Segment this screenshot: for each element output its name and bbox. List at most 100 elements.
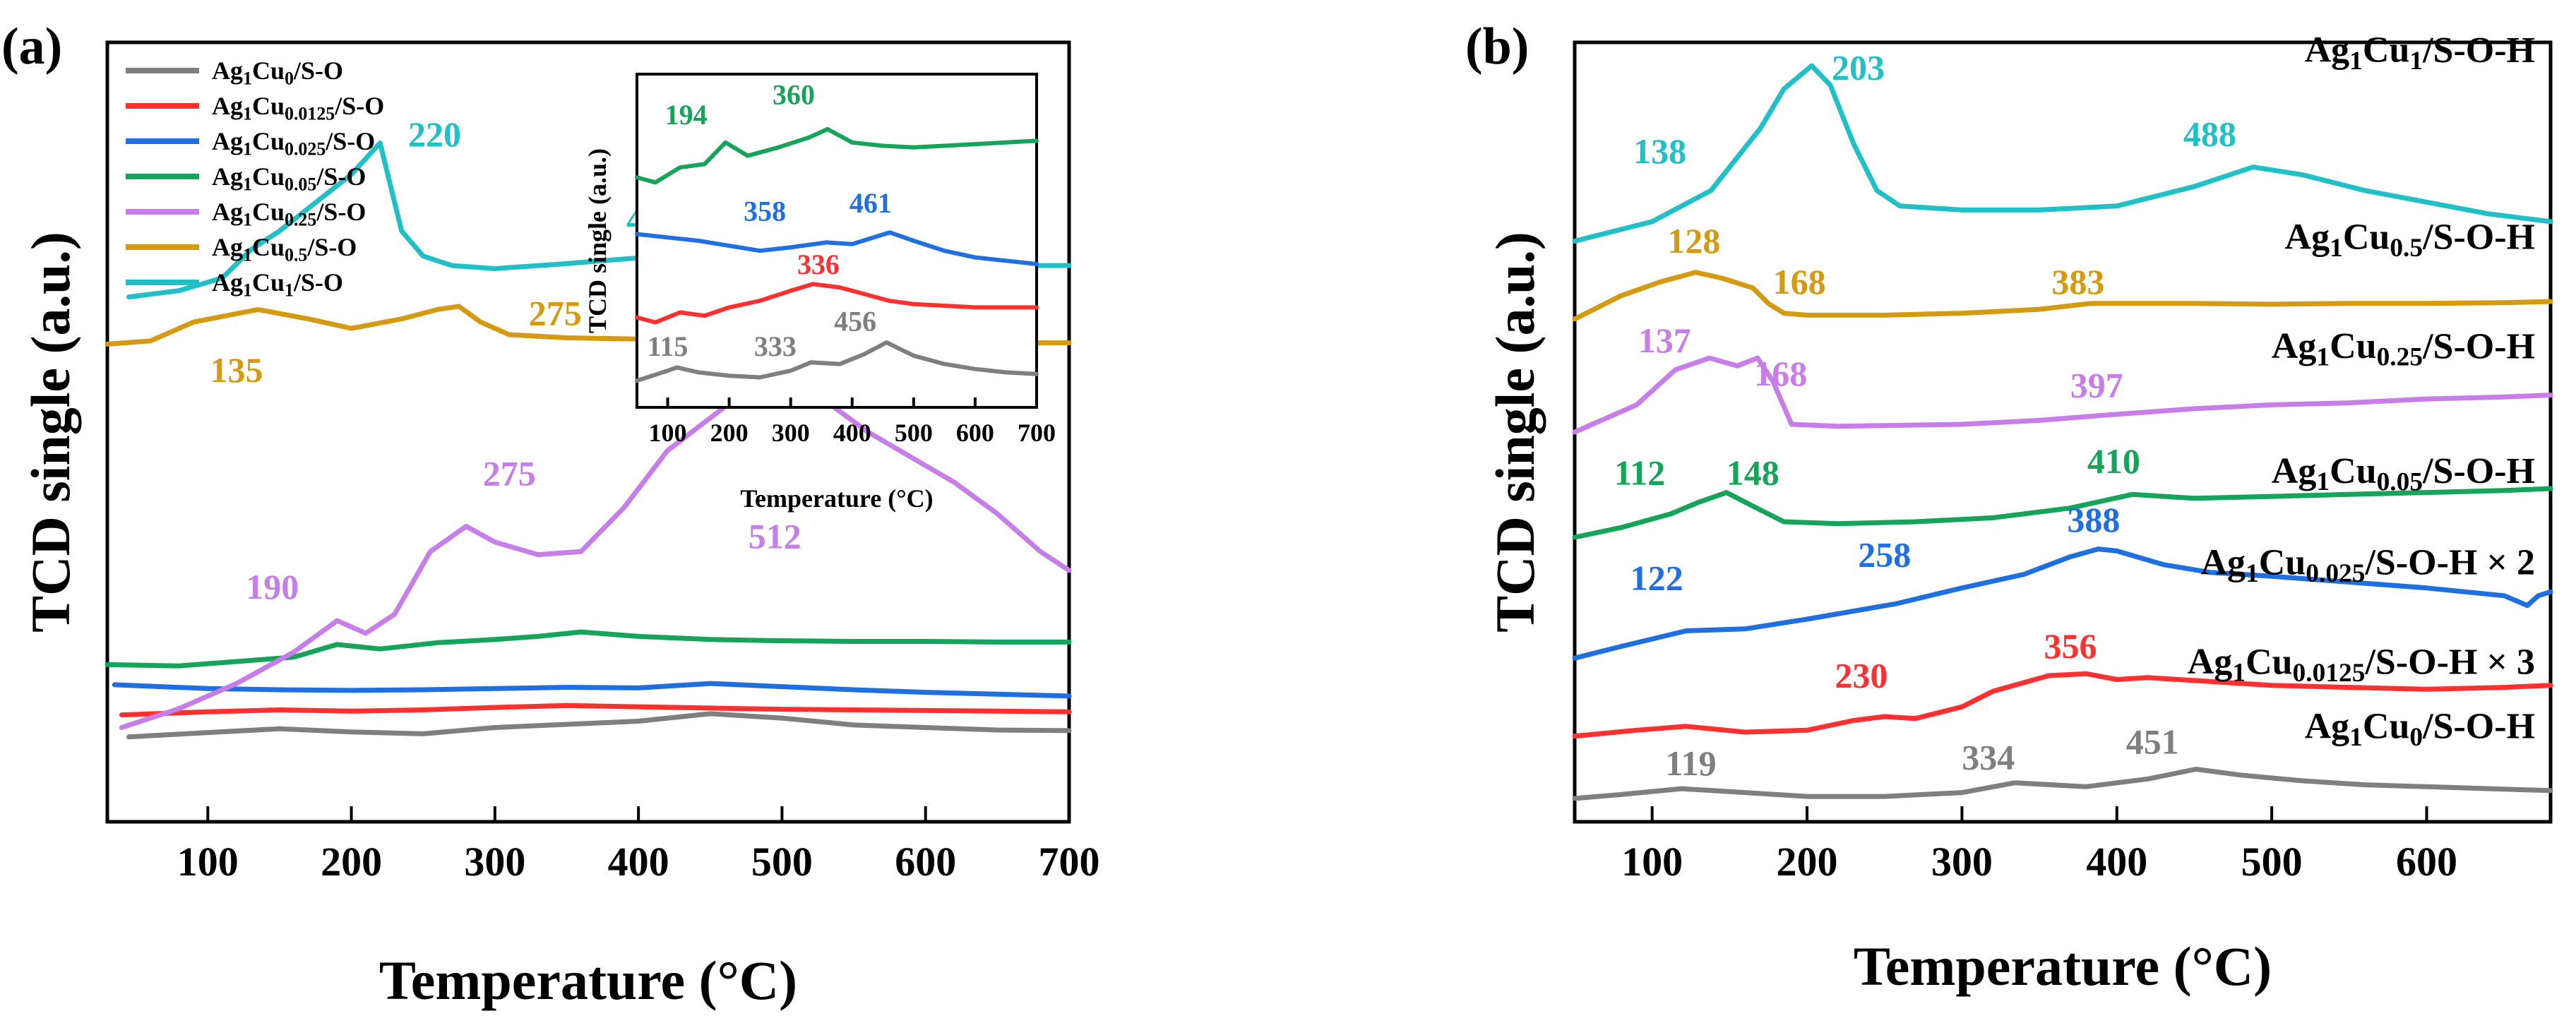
panel-b-series-name: Ag1Cu0.05/S-O-H [2272,451,2535,497]
inset-peak-label: 358 [744,196,786,227]
panel-b-y-axis-title: TCD single (a.u.) [1484,232,1546,633]
panel-b-series-line [1572,355,2553,435]
panel-a-plot-frame [105,40,1071,824]
panel-a-peak-label: 220 [408,114,461,154]
panel-a-x-tick-label: 100 [177,839,239,885]
panel-a-x-tick-label: 700 [1039,839,1100,885]
inset-x-tick-label: 300 [772,419,810,447]
panel-b-peak-label: 258 [1858,534,1911,574]
panel-a-label: (a) [1,18,62,76]
panel-b-peak-label: 451 [2126,722,2179,761]
panel-b-x-tick-label: 600 [2396,839,2457,885]
inset-peak-label: 360 [773,78,815,110]
panel-b-peak-label: 230 [1835,656,1888,695]
panel-a-x-tick-label: 400 [608,839,669,885]
inset-x-axis: 100 200 300 400 500 600 700 [649,397,1056,447]
inset-peak-label: 336 [797,249,840,280]
panel-b-peak-label: 112 [1614,453,1665,493]
panel-b-x-axis: 100 200 300 400 500 600 [1621,806,2457,885]
panel-b-x-tick-label: 200 [1777,839,1838,885]
panel-b-series-name: Ag1Cu1/S-O-H [2305,30,2535,76]
panel-b-series [1572,63,2553,801]
panel-b-peak-label: 383 [2051,262,2104,301]
panel-b-series-line [1572,767,2553,801]
panel-a-series-line [119,376,1072,730]
panel-b-label: (b) [1465,18,1529,76]
panel-a-series-line [105,629,1072,669]
legend-label: Ag1Cu0.025/S-O [212,127,375,159]
panel-b-peak-label: 410 [2087,441,2140,481]
panel-a-x-tick-label: 500 [751,839,813,885]
panel-a-peak-label: 135 [210,350,263,390]
panel-a-series-line [112,681,1072,699]
panel-a-legend: Ag1Cu0/S-OAg1Cu0.0125/S-OAg1Cu0.025/S-OA… [126,56,384,300]
legend-label: Ag1Cu0.05/S-O [212,162,366,194]
inset-peak-label: 194 [665,99,708,131]
panel-b-peak-label: 122 [1630,558,1683,598]
panel-b-peak-label: 168 [1773,262,1826,301]
panel-a-inset: 100 200 300 400 500 600 700 194 360 358 461 336 115… [583,73,1056,513]
panel-b-peak-label: 137 [1638,321,1691,360]
inset-x-tick-label: 200 [710,419,749,447]
inset-peak-label: 333 [754,330,797,362]
legend-label: Ag1Cu0.25/S-O [212,198,366,229]
inset-peak-label: 456 [834,305,876,337]
panel-a-peak-label: 275 [529,294,582,333]
panel-b-series-line [1572,546,2553,661]
inset-x-tick-label: 100 [649,419,687,447]
panel-b-series-name: Ag1Cu0.0125/S-O-H × 3 [2188,642,2535,688]
inset-peak-labels: 194 360 358 461 336 115 333 456 [648,78,892,361]
panel-a-peak-labels: 220416135275190275512 [210,114,801,606]
panel-b-peak-label: 203 [1832,47,1885,87]
panel-a-x-tick-label: 200 [321,839,382,885]
panel-b-series-line [1572,270,2553,322]
panel-a-peak-label: 190 [246,567,299,606]
inset-series [635,126,1039,383]
inset-x-tick-label: 400 [833,419,871,447]
panel-b-series-line [1572,63,2553,244]
inset-peak-label: 115 [648,330,688,362]
panel-a-peak-label: 512 [749,517,801,556]
inset-x-tick-label: 600 [956,419,994,447]
legend-label: Ag1Cu0/S-O [212,56,343,88]
panel-a-x-axis-title: Temperature (°C) [379,950,797,1011]
panel-a-x-tick-label: 600 [895,839,956,885]
panel-b-x-axis-title: Temperature (°C) [1854,935,2272,997]
panel-b-peak-label: 334 [1962,737,2015,777]
panel-b-series-name: Ag1Cu0.25/S-O-H [2272,326,2535,372]
panel-b-x-tick-label: 500 [2241,839,2303,885]
panel-b-peak-label: 356 [2044,626,2097,666]
legend-label: Ag1Cu1/S-O [212,268,343,300]
panel-b-x-tick-label: 300 [1931,839,1993,885]
panel-b-series-line [1572,486,2553,540]
legend-label: Ag1Cu0.0125/S-O [212,92,384,124]
panel-b-peak-label: 168 [1754,354,1807,393]
panel-a-peak-label: 275 [483,454,536,493]
inset-peak-label: 461 [849,187,892,219]
panel-a-x-axis: 100 200 300 400 500 600 700 [177,806,1100,885]
panel-a-series-line [119,702,1072,718]
panel-b-series-names: Ag1Cu1/S-O-H Ag1Cu0.5/S-O-H Ag1Cu0.25/S-O-… [2188,30,2535,752]
inset-series-line [635,230,1039,266]
legend-label: Ag1Cu0.5/S-O [212,233,357,265]
panel-b-x-tick-label: 100 [1621,839,1683,885]
panel-a-series-line [126,711,1072,740]
inset-y-axis-title: TCD single (a.u.) [583,148,612,333]
panel-a-x-tick-label: 300 [464,839,525,885]
panel-b-x-tick-label: 400 [2086,839,2147,885]
panel-b-series-line [1572,671,2553,739]
inset-series-line [635,282,1039,325]
panel-b-peak-label: 128 [1667,221,1720,261]
panel-b-peak-label: 148 [1727,453,1779,493]
inset-x-tick-label: 700 [1018,419,1056,447]
panel-b-series-name: Ag1Cu0/S-O-H [2305,706,2535,752]
inset-x-tick-label: 500 [895,419,933,447]
panel-b-peak-labels: 203 138 488 128 168 383 137 168 397 112 148 410 122 2… [1614,47,2236,782]
inset-series-line [635,126,1039,185]
panel-b-peak-label: 138 [1633,131,1686,171]
panel-b-plot-frame [1573,40,2553,824]
panel-b-peak-label: 119 [1665,743,1716,783]
panel-b-series-name: Ag1Cu0.5/S-O-H [2285,217,2535,263]
panel-b-peak-label: 397 [2070,365,2123,405]
